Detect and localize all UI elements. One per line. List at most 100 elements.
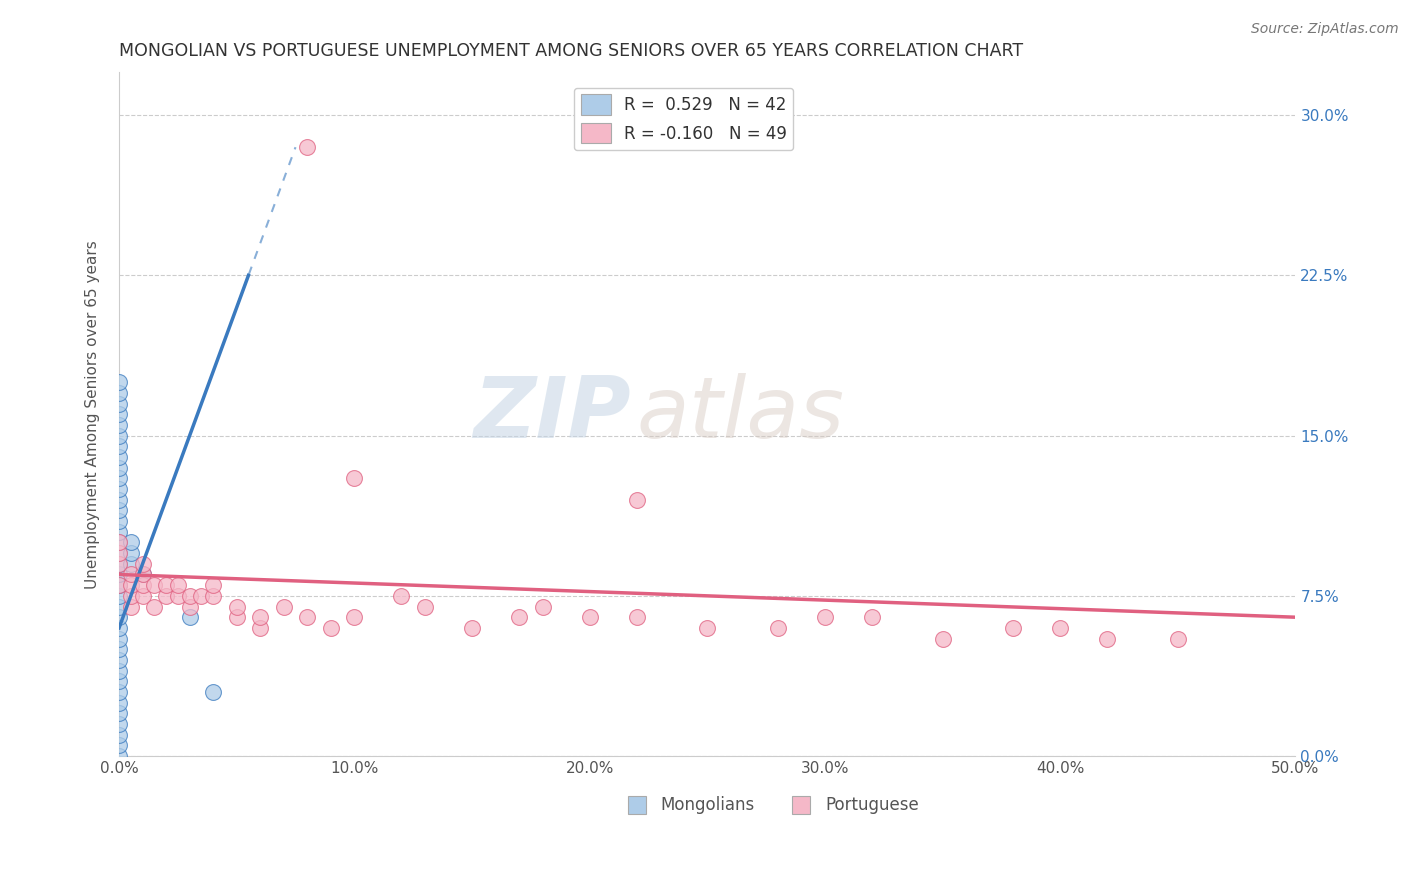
Point [108,492,131,507]
Point [108,664,131,678]
Point [108,396,131,410]
Point [108,557,131,571]
Point [108,696,131,710]
Point [108,535,131,549]
Point [108,482,131,496]
Point [131,578,153,592]
Point [578,610,600,624]
Point [225,610,247,624]
Point [108,717,131,731]
Point [120,557,142,571]
Point [931,632,953,646]
Point [108,578,131,592]
Y-axis label: Unemployment Among Seniors over 65 years: Unemployment Among Seniors over 65 years [86,240,100,589]
Point [1167,632,1189,646]
Point [626,492,648,507]
Point [225,599,247,614]
Point [108,407,131,421]
Point [389,589,412,603]
Point [108,439,131,453]
Point [531,599,554,614]
Point [108,503,131,517]
Point [108,739,131,753]
Point [202,578,225,592]
Point [120,535,142,549]
Point [108,610,131,624]
Point [155,589,177,603]
Point [108,385,131,400]
Text: MONGOLIAN VS PORTUGUESE UNEMPLOYMENT AMONG SENIORS OVER 65 YEARS CORRELATION CHA: MONGOLIAN VS PORTUGUESE UNEMPLOYMENT AMO… [120,42,1024,60]
Point [131,557,153,571]
Point [108,546,131,560]
Point [297,610,319,624]
Point [179,610,201,624]
Point [108,417,131,432]
Point [108,653,131,667]
Point [202,685,225,699]
Point [108,621,131,635]
Point [1097,632,1119,646]
Point [108,567,131,582]
Point [319,621,342,635]
Text: atlas: atlas [637,373,845,456]
Point [1049,621,1071,635]
Point [108,375,131,389]
Point [108,706,131,721]
Point [249,610,271,624]
Point [167,589,190,603]
Point [108,471,131,485]
Point [179,589,201,603]
Point [860,610,883,624]
Point [108,524,131,539]
Point [179,599,201,614]
Point [155,578,177,592]
Point [108,589,131,603]
Point [120,578,142,592]
Point [108,674,131,689]
Point [108,535,131,549]
Point [108,428,131,442]
Point [108,546,131,560]
Point [343,471,366,485]
Point [1002,621,1025,635]
Point [120,546,142,560]
Point [143,599,166,614]
Point [108,557,131,571]
Point [343,610,366,624]
Point [202,589,225,603]
Text: Source: ZipAtlas.com: Source: ZipAtlas.com [1251,22,1399,37]
Point [108,728,131,742]
Point [461,621,484,635]
Point [108,632,131,646]
Point [190,589,212,603]
Text: Mongolians: Mongolians [661,797,755,814]
Point [297,140,319,154]
Point [766,621,789,635]
Point [120,599,142,614]
Point [108,514,131,528]
Point [108,642,131,657]
Legend: R =  0.529   N = 42, R = -0.160   N = 49: R = 0.529 N = 42, R = -0.160 N = 49 [574,87,793,150]
Point [696,621,718,635]
Point [249,621,271,635]
Point [413,599,436,614]
Point [108,685,131,699]
Text: ZIP: ZIP [474,373,631,456]
Point [108,599,131,614]
Point [167,578,190,592]
Point [108,460,131,475]
Point [131,589,153,603]
Point [120,589,142,603]
Point [508,610,530,624]
Point [108,749,131,764]
Point [108,578,131,592]
Point [108,450,131,464]
Point [120,567,142,582]
Point [626,610,648,624]
Point [143,578,166,592]
Point [131,567,153,582]
Point [273,599,295,614]
Point [814,610,837,624]
Point [131,567,153,582]
Text: Portuguese: Portuguese [825,797,918,814]
